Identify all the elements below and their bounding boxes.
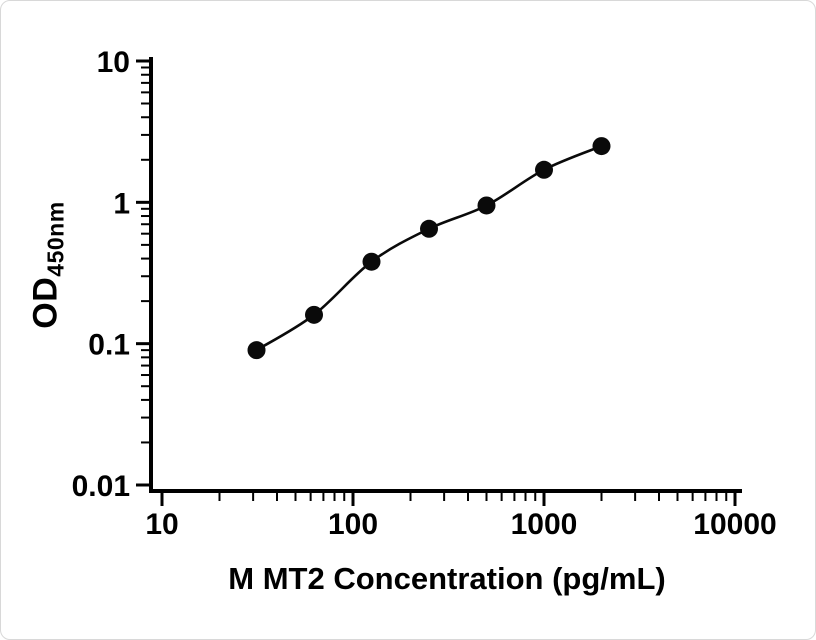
x-axis-tick-label: 100 <box>328 508 378 541</box>
data-point <box>592 137 611 156</box>
x-axis-tick-label: 1000 <box>511 508 578 541</box>
data-point <box>477 196 496 215</box>
x-axis-title: M MT2 Concentration (pg/mL) <box>228 561 666 596</box>
y-axis-tick-label: 1 <box>113 187 130 220</box>
y-axis-tick-label: 0.01 <box>72 470 130 503</box>
y-axis-title-text: OD <box>26 276 65 329</box>
data-point <box>420 219 439 238</box>
x-axis-tick-label: 10000 <box>693 508 776 541</box>
x-axis-tick-label: 10 <box>145 508 178 541</box>
data-point <box>305 305 324 324</box>
y-axis-tick-label: 10 <box>97 46 130 79</box>
y-axis-tick-label: 0.1 <box>88 329 130 362</box>
data-point <box>247 341 266 360</box>
data-point <box>535 160 553 179</box>
y-axis-title-subscript: 450nm <box>42 201 69 277</box>
data-point <box>362 252 381 271</box>
y-axis-title: OD450nm <box>27 201 70 328</box>
